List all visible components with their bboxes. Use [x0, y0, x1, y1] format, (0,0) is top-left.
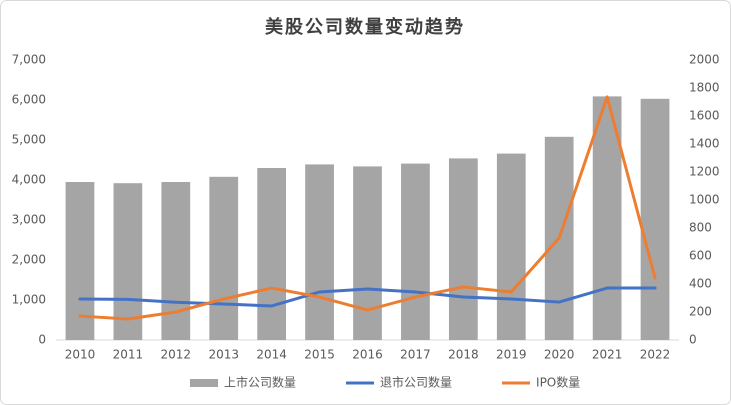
x-tick-label: 2018	[448, 348, 479, 362]
y2-tick-label: 400	[689, 277, 712, 291]
legend-label: IPO数量	[536, 375, 580, 390]
x-tick-label: 2011	[113, 348, 144, 362]
y-tick-label: 5,000	[12, 133, 46, 147]
y2-tick-label: 0	[689, 333, 697, 347]
y-tick-label: 7,000	[12, 53, 46, 67]
bar	[209, 176, 239, 340]
x-tick-label: 2012	[161, 348, 192, 362]
bar	[640, 98, 670, 340]
bar	[65, 182, 95, 340]
bar	[401, 163, 430, 340]
x-tick-label: 2017	[400, 348, 431, 362]
y-tick-label: 2,000	[12, 253, 46, 267]
legend-label: 上市公司数量	[224, 375, 296, 390]
x-tick-label: 2015	[304, 348, 335, 362]
y2-tick-label: 1400	[689, 137, 720, 151]
y-tick-label: 6,000	[12, 93, 46, 107]
y-tick-label: 0	[38, 333, 46, 347]
y2-tick-label: 1200	[689, 165, 720, 179]
bar	[257, 168, 287, 340]
x-tick-label: 2019	[496, 348, 527, 362]
y2-tick-label: 600	[689, 249, 712, 263]
x-tick-label: 2016	[352, 348, 383, 362]
x-tick-label: 2022	[640, 348, 671, 362]
x-tick-label: 2013	[208, 348, 239, 362]
y-tick-label: 4,000	[12, 173, 46, 187]
legend-swatch	[190, 379, 218, 387]
x-tick-label: 2014	[256, 348, 287, 362]
y-tick-label: 1,000	[12, 293, 46, 307]
bar	[113, 183, 143, 340]
bar	[161, 182, 191, 340]
y2-tick-label: 1000	[689, 193, 720, 207]
y-tick-label: 3,000	[12, 213, 46, 227]
y2-tick-label: 2000	[689, 53, 720, 67]
y2-tick-label: 1600	[689, 109, 720, 123]
y2-tick-label: 200	[689, 305, 712, 319]
bar	[496, 153, 526, 340]
bar	[448, 158, 478, 340]
x-tick-label: 2010	[65, 348, 96, 362]
y2-tick-label: 1800	[689, 81, 720, 95]
line	[78, 286, 657, 308]
chart-title: 美股公司数量变动趋势	[265, 16, 465, 38]
legend-label: 退市公司数量	[380, 375, 452, 390]
bar	[305, 164, 334, 340]
y2-tick-label: 800	[689, 221, 712, 235]
line	[78, 95, 657, 321]
x-tick-label: 2020	[544, 348, 575, 362]
x-tick-label: 2021	[592, 348, 623, 362]
bar	[353, 166, 382, 340]
